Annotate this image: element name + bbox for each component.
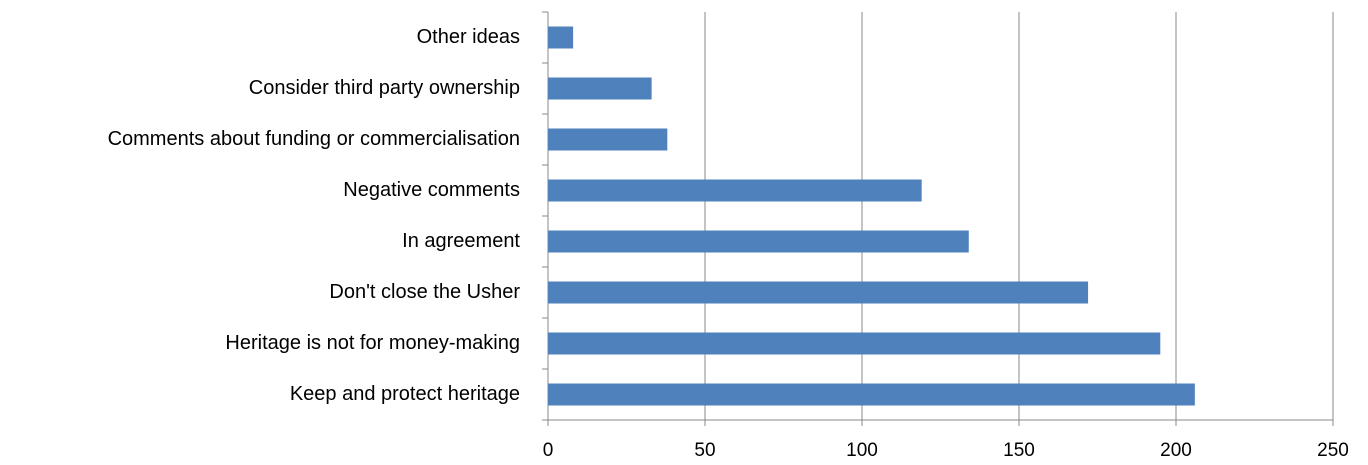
bar bbox=[548, 26, 574, 49]
bar bbox=[548, 77, 652, 100]
bar bbox=[548, 383, 1195, 406]
bar bbox=[548, 281, 1089, 304]
bar bbox=[548, 230, 969, 253]
y-tick-label: Keep and protect heritage bbox=[290, 383, 520, 405]
bar bbox=[548, 128, 668, 151]
y-tick-label: Don't close the Usher bbox=[329, 281, 520, 303]
x-tick-label: 0 bbox=[543, 440, 554, 461]
x-tick-label: 250 bbox=[1317, 440, 1349, 461]
bar bbox=[548, 179, 922, 202]
x-tick-label: 100 bbox=[846, 440, 878, 461]
y-tick-label: Comments about funding or commercialisat… bbox=[108, 128, 520, 150]
x-tick-label: 200 bbox=[1160, 440, 1192, 461]
y-tick-label: Other ideas bbox=[417, 26, 520, 48]
y-tick-label: Negative comments bbox=[343, 179, 520, 201]
y-tick-label: In agreement bbox=[402, 230, 520, 252]
y-tick-label: Heritage is not for money-making bbox=[225, 332, 520, 354]
y-tick-label: Consider third party ownership bbox=[249, 77, 520, 99]
x-tick-label: 150 bbox=[1003, 440, 1035, 461]
bar bbox=[548, 332, 1161, 355]
x-tick-label: 50 bbox=[694, 440, 715, 461]
